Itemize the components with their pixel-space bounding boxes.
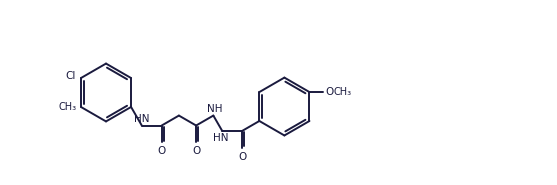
Text: O: O: [325, 87, 333, 97]
Text: O: O: [238, 152, 246, 162]
Text: O: O: [192, 146, 201, 156]
Text: O: O: [158, 146, 166, 156]
Text: CH₃: CH₃: [59, 102, 77, 112]
Text: HN: HN: [213, 133, 229, 143]
Text: Cl: Cl: [66, 71, 76, 81]
Text: CH₃: CH₃: [333, 87, 351, 97]
Text: HN: HN: [134, 114, 149, 124]
Text: NH: NH: [207, 104, 222, 114]
